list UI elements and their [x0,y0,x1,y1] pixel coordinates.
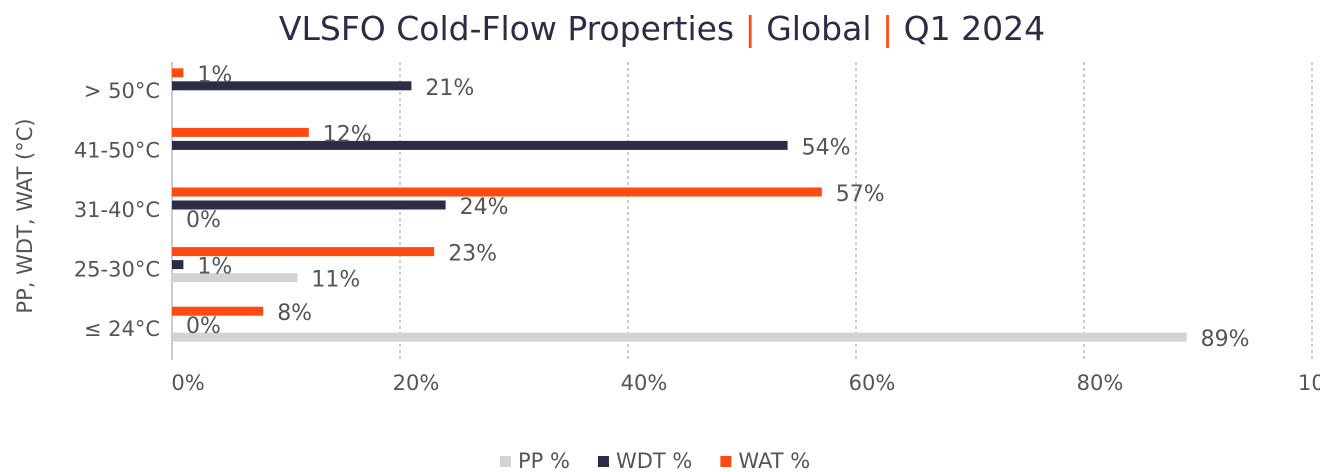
value-label: 1% [197,63,232,88]
value-label: 11% [311,268,360,293]
value-label: 89% [1201,327,1250,352]
bar [172,260,184,270]
x-tick-label: 40% [621,371,668,395]
value-label: 0% [186,208,221,233]
y-axis-label: PP, WDT, WAT (°C) [13,118,37,313]
bar [172,81,412,91]
value-label: 1% [197,255,232,280]
bar [172,68,184,78]
legend-label: WAT % [738,449,810,472]
y-tick-label: ≤ 24°C [84,317,160,341]
legend-label: PP % [518,449,570,472]
y-tick-label: > 50°C [84,79,160,103]
bar [172,187,822,197]
y-tick-label: 25-30°C [74,258,160,282]
title-part: Q1 2024 [904,9,1045,48]
y-tick-label: 31-40°C [74,198,160,222]
value-label: 21% [425,76,474,101]
title-separator: | [745,9,756,48]
legend-swatch [500,456,511,467]
value-label: 12% [323,122,372,147]
bar [172,200,446,210]
value-label: 8% [277,301,312,326]
legend-swatch [720,456,732,467]
value-label: 23% [448,242,497,267]
bar [172,273,298,283]
legend-swatch [597,456,609,467]
x-tick-label: 20% [393,371,440,395]
bar [172,140,788,150]
x-tick-label: 60% [849,371,896,395]
x-tick-label: 0% [171,371,204,395]
title-part: Global [766,9,871,48]
bar [172,127,309,137]
bar [172,332,1187,342]
chart-title: VLSFO Cold-Flow Properties | Global | Q1… [279,9,1045,48]
value-label: 24% [460,195,509,220]
bar [172,247,435,257]
bar [172,306,264,316]
x-tick-label: 100% [1298,371,1320,395]
title-part: VLSFO Cold-Flow Properties [279,9,734,48]
value-label: 54% [802,135,851,160]
value-label: 57% [836,182,885,207]
x-tick-label: 80% [1077,371,1124,395]
legend-label: WDT % [616,449,692,472]
y-tick-label: 41-50°C [74,138,160,162]
title-separator: | [882,9,893,48]
value-label: 0% [186,314,221,339]
